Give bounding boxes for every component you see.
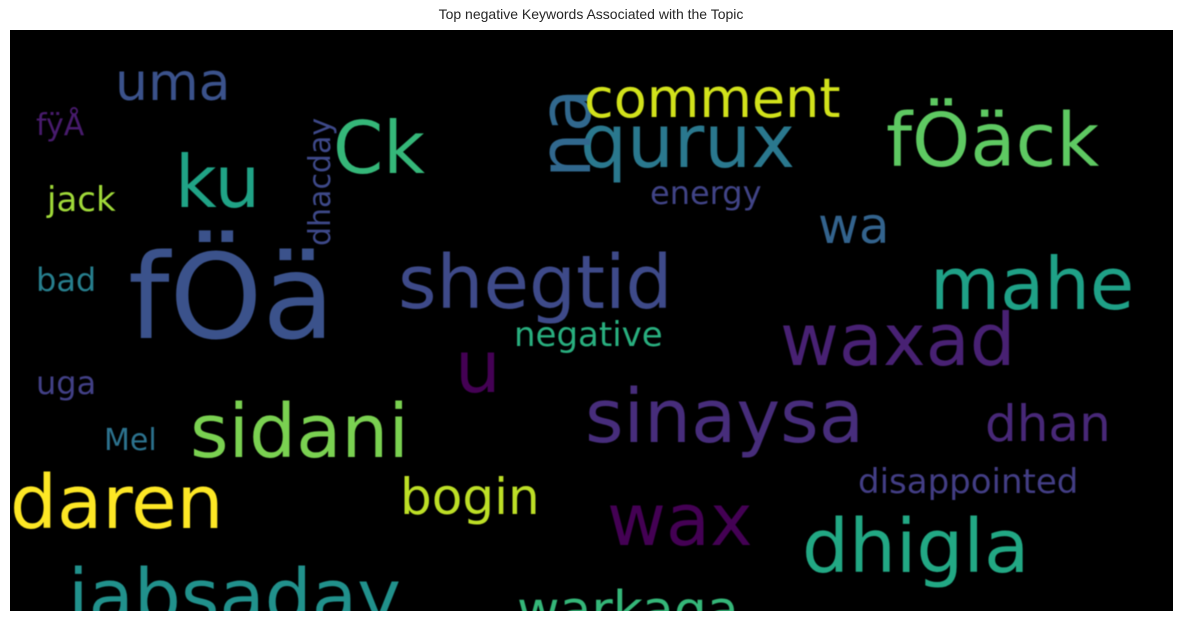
word-21: wa	[818, 197, 890, 255]
word-19: u	[455, 325, 501, 409]
word-16: comment	[584, 67, 841, 130]
word-17: bogin	[400, 468, 540, 526]
word-9: qurux	[580, 99, 795, 185]
word-11: wax	[607, 478, 753, 562]
word-15: warkaga	[517, 581, 739, 611]
word-4: jabsaday	[66, 554, 401, 611]
word-30: Mel	[104, 423, 157, 458]
word-18: dhan	[985, 395, 1111, 453]
word-3: daren	[10, 460, 224, 546]
chart-title: Top negative Keywords Associated with th…	[438, 6, 744, 22]
word-28: bad	[36, 261, 96, 299]
word-23: negative	[514, 315, 663, 355]
word-25: energy	[650, 174, 762, 212]
word-cloud-svg: fÖä sinaysa fÖäck daren jabsaday dhigla sidani…	[10, 30, 1173, 611]
word-24: dhacday	[303, 118, 338, 246]
word-1: sinaysa	[585, 374, 864, 460]
word-10: mahe	[930, 242, 1134, 326]
word-7: shegtid	[398, 240, 673, 326]
word-27: fÿÅ	[36, 107, 85, 143]
word-cloud-canvas: fÖä sinaysa fÖäck daren jabsaday dhigla sidani…	[10, 30, 1173, 611]
word-13: na	[523, 88, 607, 178]
word-26: jack	[46, 180, 116, 220]
word-5: dhigla	[802, 504, 1029, 590]
word-6: sidani	[190, 389, 409, 475]
word-12: Ck	[333, 106, 425, 190]
word-0: fÖä	[128, 228, 335, 366]
word-20: uma	[115, 53, 230, 113]
word-2: fÖäck	[886, 97, 1099, 184]
word-14: ku	[175, 140, 260, 224]
word-22: disappointed	[858, 462, 1078, 502]
word-8: waxad	[780, 298, 1015, 382]
word-29: uga	[36, 364, 96, 402]
